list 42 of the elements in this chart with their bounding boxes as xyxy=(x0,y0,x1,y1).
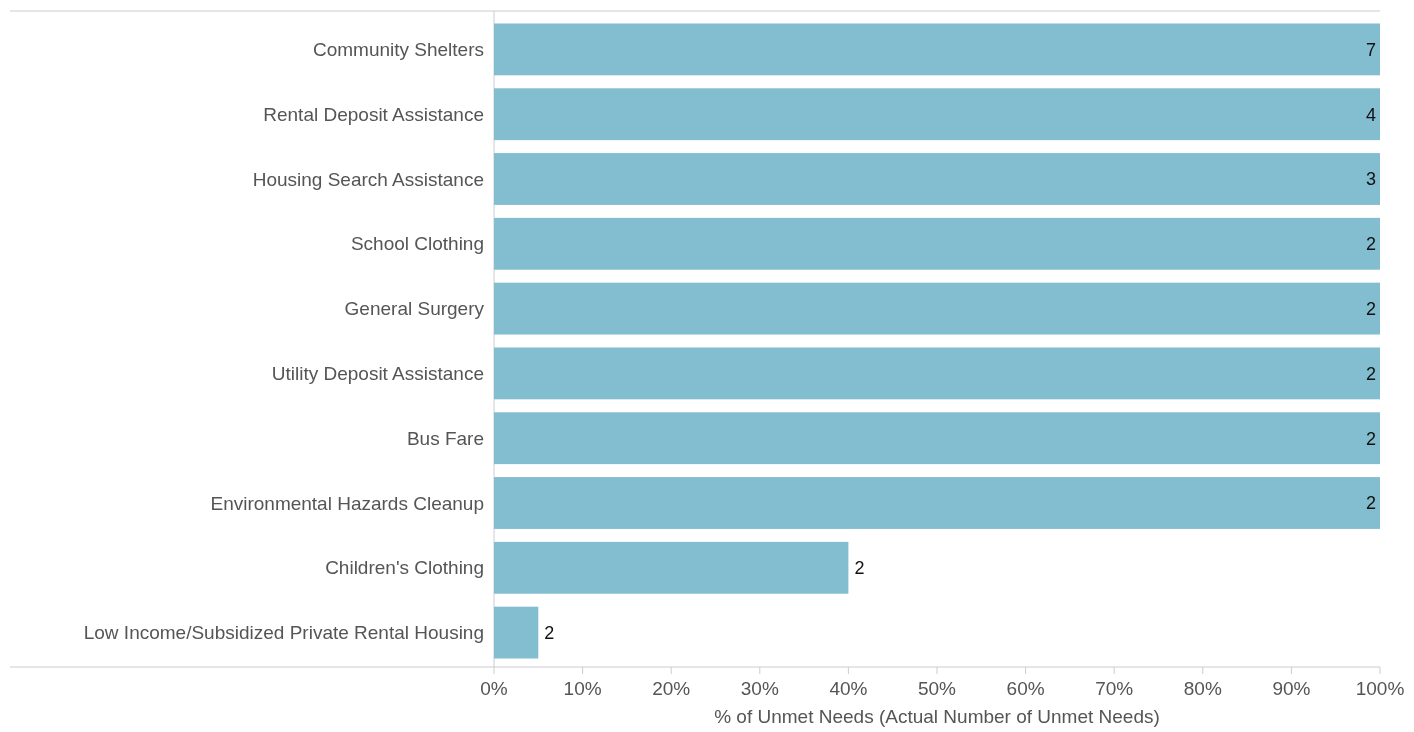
x-tick-label: 30% xyxy=(740,678,779,699)
y-tick-label: Bus Fare xyxy=(406,427,484,449)
bar xyxy=(494,88,1380,141)
annotation: 2 xyxy=(1365,428,1376,449)
y-tick-label: Children's Clothing xyxy=(325,557,484,579)
annotation: 3 xyxy=(1365,169,1376,190)
annotation: 2 xyxy=(1365,363,1376,384)
y-tick-label: Utility Deposit Assistance xyxy=(271,363,484,385)
y-tick-label: Housing Search Assistance xyxy=(252,168,484,190)
x-tick-label: 10% xyxy=(563,678,602,699)
annotation: 7 xyxy=(1365,39,1376,60)
y-tick-label: Rental Deposit Assistance xyxy=(263,103,484,125)
bar xyxy=(494,217,1380,270)
y-tick-label: Low Income/Subsidized Private Rental Housing xyxy=(83,622,484,644)
x-tick-label: 20% xyxy=(652,678,691,699)
annotation: 2 xyxy=(544,622,555,643)
x-tick-label: 40% xyxy=(829,678,868,699)
x-tick-label: 50% xyxy=(917,678,957,699)
bar xyxy=(494,606,539,659)
bar xyxy=(494,282,1380,335)
bar xyxy=(494,347,1380,400)
y-tick-label: Community Shelters xyxy=(312,39,484,61)
annotation: 4 xyxy=(1365,104,1376,125)
annotation: 2 xyxy=(1365,493,1376,514)
annotation: 2 xyxy=(1365,234,1376,255)
x-tick-label: 0% xyxy=(480,678,508,699)
x-tick-label: 90% xyxy=(1272,678,1311,699)
x-axis-title: % of Unmet Needs (Actual Number of Unmet Needs) xyxy=(714,706,1160,727)
x-tick-label: 60% xyxy=(1006,678,1045,699)
annotation: 2 xyxy=(1365,298,1376,319)
bar xyxy=(494,541,849,594)
annotation: 2 xyxy=(854,558,865,579)
x-tick-label: 70% xyxy=(1095,678,1134,699)
bar xyxy=(494,153,1380,205)
y-tick-label: Environmental Hazards Cleanup xyxy=(210,492,484,514)
bar xyxy=(494,477,1380,529)
y-tick-label: School Clothing xyxy=(350,233,484,255)
bar xyxy=(494,23,1380,76)
bar xyxy=(494,412,1380,465)
x-tick-label: 100% xyxy=(1355,678,1405,699)
y-tick-label: General Surgery xyxy=(344,298,485,320)
x-tick-label: 80% xyxy=(1183,678,1222,699)
